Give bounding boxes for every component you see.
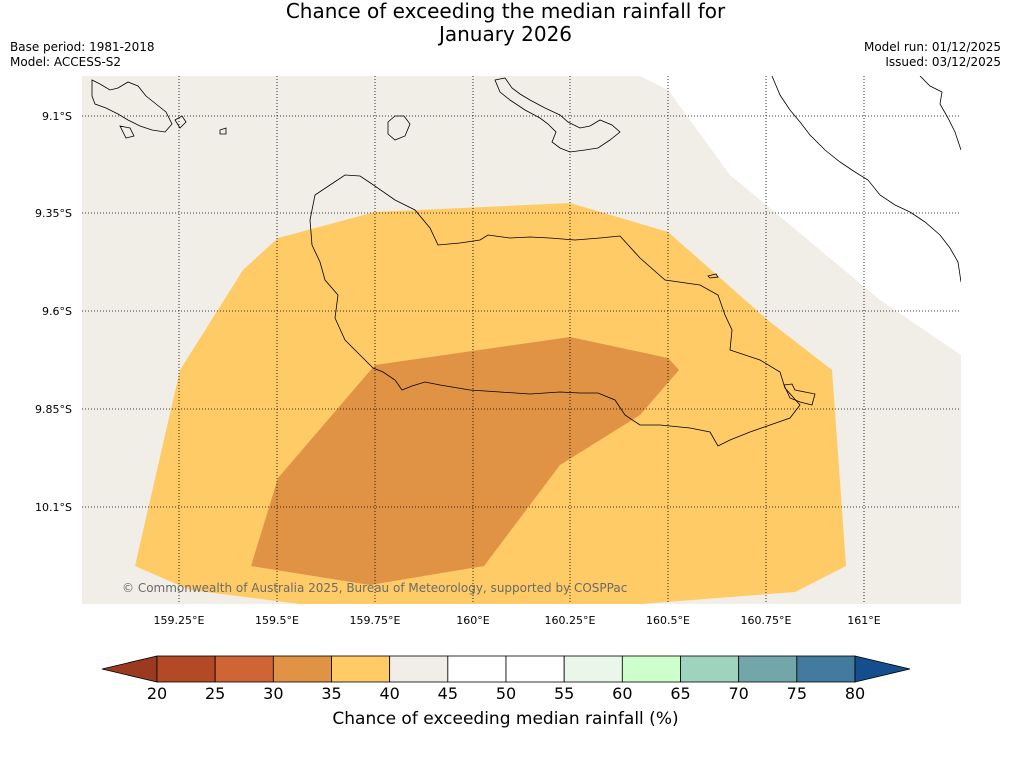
issued-text: Issued: 03/12/2025 [885,55,1001,69]
colorbar-cell [331,655,391,683]
coast-isabel-tip [91,79,173,133]
lon-label: 159.25°E [154,614,205,627]
lat-label: 9.6°S [42,305,72,318]
coast-guadalcanal [309,174,801,447]
model-run-text: Model run: 01/12/2025 [863,40,1001,54]
coastlines [91,76,961,447]
colorbar-cell [796,655,856,683]
colorbar-title: Chance of exceeding median rainfall (%) [332,709,679,729]
lon-label: 160.5°E [646,614,690,627]
lon-label: 159.5°E [255,614,299,627]
coast-russell [387,115,411,141]
meta-right: Model run: 01/12/2025 Issued: 03/12/2025 [864,40,1001,70]
colorbar-tick-label: 25 [204,684,226,703]
colorbar-tick-label: 65 [670,684,691,703]
coast-east-islet [783,383,816,406]
lon-label: 159.75°E [350,614,401,627]
colorbar-tick-label: 30 [263,684,284,703]
colorbar-over-arrow [854,655,911,683]
lon-label: 160°E [456,614,489,627]
coast-malaita [771,76,961,283]
coast-savo [707,273,719,279]
colorbar-tick-label: 55 [553,684,575,703]
colorbar-tick-label: 50 [495,684,517,703]
copyright-text: © Commonwealth of Australia 2025, Bureau… [122,581,627,595]
map-title: Chance of exceeding the median rainfall … [0,0,1011,46]
lat-label: 9.1°S [42,110,72,123]
coast-isabel-islet2 [119,125,135,139]
colorbar-tick-label: 40 [379,684,400,703]
lat-label: 9.35°S [35,207,72,220]
colorbar-tick-label: 75 [786,684,807,703]
title-line-1: Chance of exceeding the median rainfall … [285,0,726,23]
colorbar-cell [505,655,565,683]
colorbar-tick-label: 60 [612,684,633,703]
coast-isabel-islet3 [219,127,227,135]
colorbar-cell [680,655,740,683]
colorbar-cell [738,655,798,683]
colorbar-cell [563,655,623,683]
colorbar [101,655,911,683]
colorbar-cell [447,655,507,683]
colorbar-tick-label: 80 [844,684,866,703]
model-text: Model: ACCESS-S2 [10,55,122,69]
lon-label: 161°E [847,614,880,627]
longitude-labels: 159.25°E 159.5°E 159.75°E 160°E 160.25°E… [154,614,881,627]
colorbar-cell [156,655,216,683]
colorbar-cell [621,655,681,683]
gridlines [82,76,961,604]
colorbar-cell [272,655,332,683]
title-line-2: January 2026 [438,22,573,46]
lat-label: 9.85°S [35,403,72,416]
region-45-55 [640,76,961,355]
colorbar-tick-label: 45 [437,684,458,703]
lon-label: 160.75°E [741,614,792,627]
colorbar-tick-label: 70 [728,684,749,703]
coast-isabel-islet1 [174,115,187,129]
meta-left: Base period: 1981-2018 Model: ACCESS-S2 [10,40,155,70]
base-period-text: Base period: 1981-2018 [10,40,155,54]
colorbar-tick-label: 35 [321,684,342,703]
colorbar-cells [156,655,856,683]
colorbar-cell [389,655,449,683]
lat-label: 10.1°S [35,501,72,514]
region-30-35 [251,337,679,585]
colorbar-cell [214,655,274,683]
coast-malaita-ne [919,76,961,151]
map-plot-area: © Commonwealth of Australia 2025, Bureau… [82,76,961,604]
latitude-labels: 9.1°S 9.35°S 9.6°S 9.85°S 10.1°S [35,110,72,514]
colorbar-tick-label: 20 [146,684,168,703]
lon-label: 160.25°E [545,614,596,627]
coast-nggela [494,77,621,153]
colorbar-under-arrow [101,655,158,683]
